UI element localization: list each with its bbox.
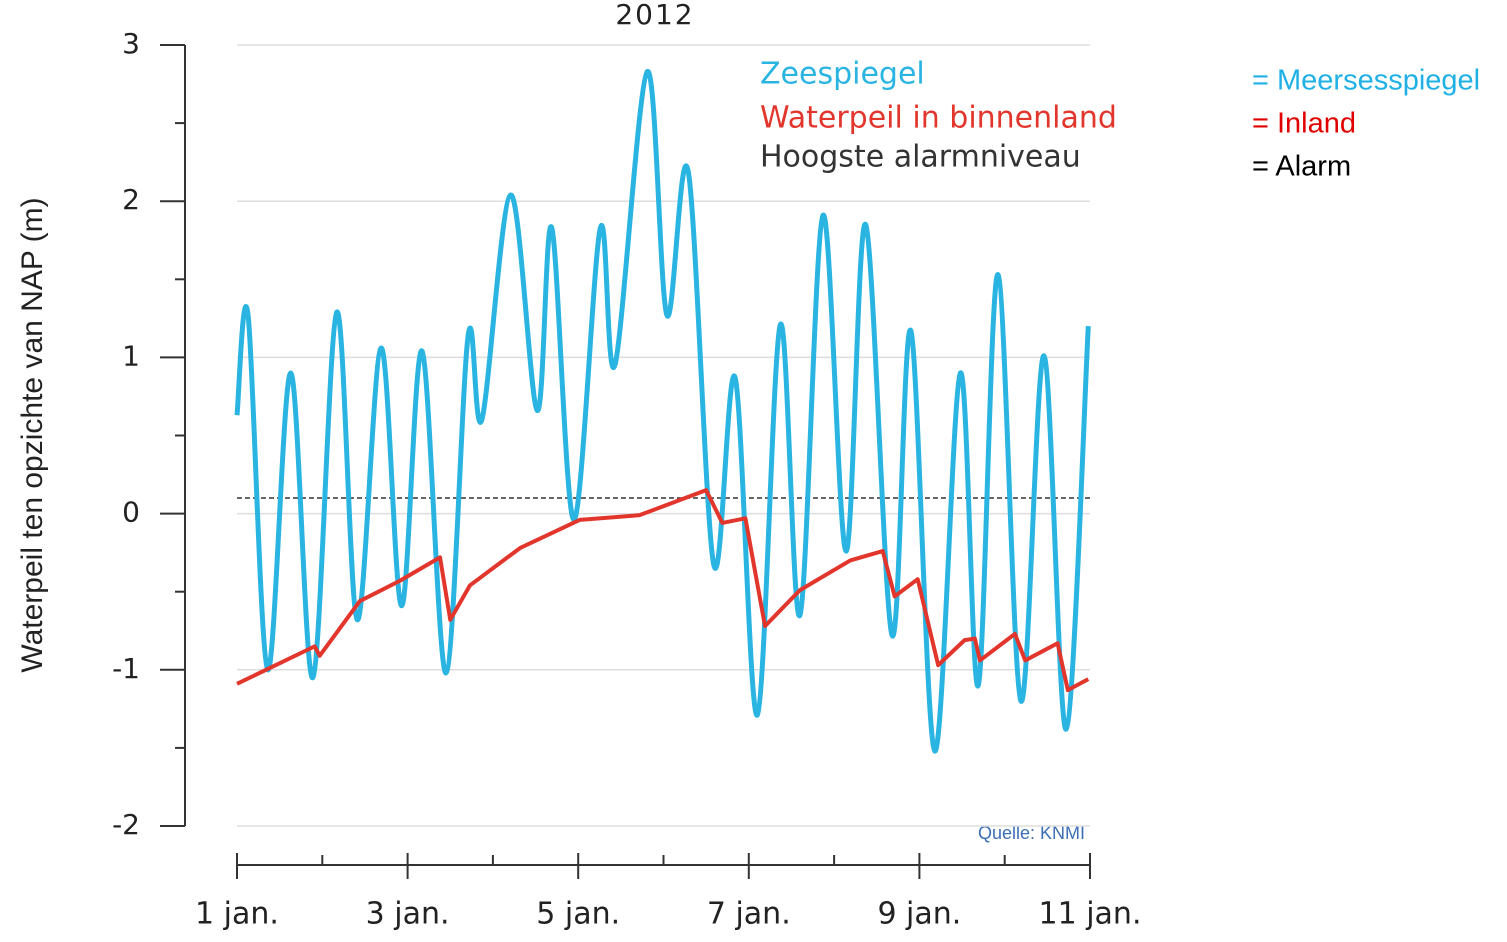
y-tick-label: 0	[122, 496, 140, 529]
series-line	[234, 69, 1091, 754]
legend-label: Hoogste alarmniveau	[760, 140, 1081, 175]
chart-title: 2012	[615, 0, 694, 31]
y-tick-label: 3	[122, 27, 140, 60]
legend-label: Waterpeil in binnenland	[760, 101, 1117, 136]
y-tick-label: 1	[122, 339, 140, 372]
y-tick-label: -2	[112, 808, 140, 841]
x-tick-label: 11 jan.	[1039, 897, 1142, 932]
y-axis-label: Waterpeil ten opzichte van NAP (m)	[16, 197, 49, 672]
x-tick-label: 3 jan.	[366, 897, 450, 932]
annotation: = Meersesspiegel	[1252, 65, 1480, 97]
annotation: = Alarm	[1252, 151, 1351, 183]
legend-label: Zeespiegel	[760, 57, 925, 92]
annotation: = Inland	[1252, 108, 1356, 140]
x-tick-label: 9 jan.	[877, 897, 961, 932]
x-tick-label: 7 jan.	[707, 897, 791, 932]
x-tick-label: 1 jan.	[195, 897, 279, 932]
y-tick-label: -1	[112, 652, 140, 685]
y-tick-label: 2	[122, 183, 140, 216]
x-tick-label: 5 jan.	[536, 897, 620, 932]
series-line	[236, 488, 1090, 693]
source: Quelle: KNMI	[978, 823, 1085, 843]
